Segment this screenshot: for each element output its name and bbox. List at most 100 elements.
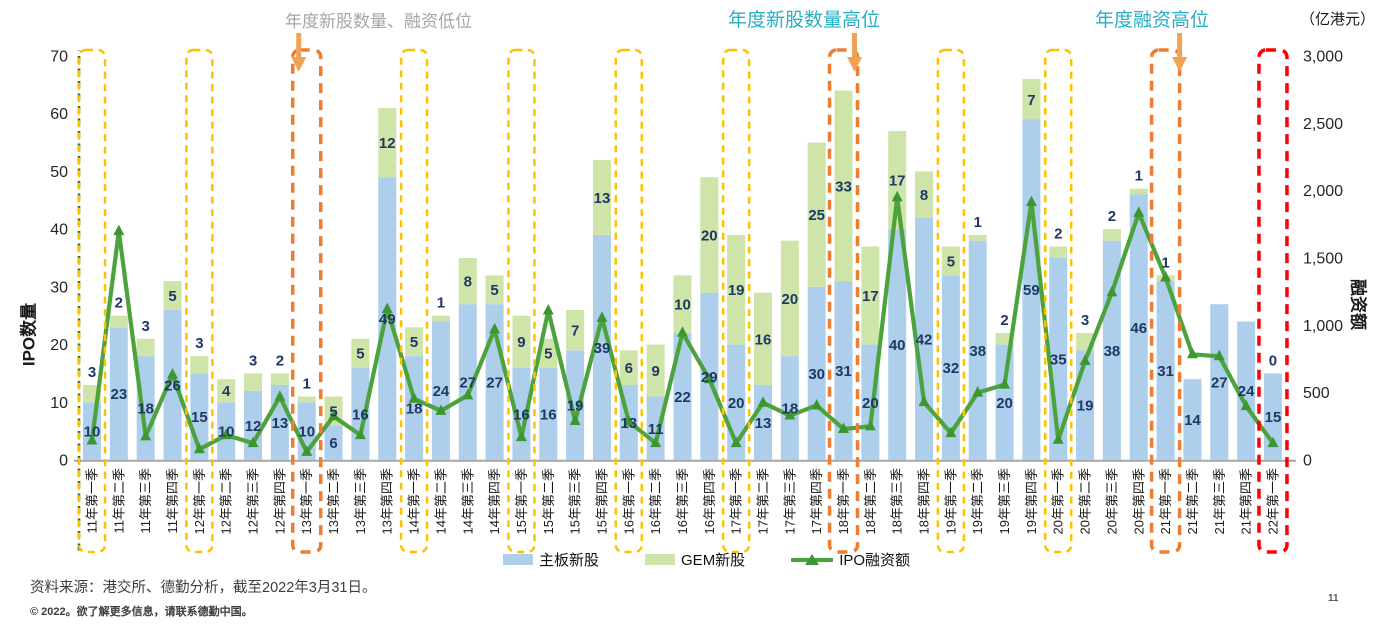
bar-value-label: 1 [1135, 168, 1143, 185]
bar-value-label: 1 [437, 295, 445, 312]
bar-value-label: 18 [406, 401, 423, 418]
bar-mainboard [941, 275, 960, 460]
bar-gem [351, 338, 370, 368]
funds-line-marker [247, 436, 259, 448]
x-axis-category-label: 11年第四季 [165, 468, 180, 534]
left-axis-tick: 10 [50, 395, 68, 412]
bar-gem [700, 177, 719, 293]
bar-mainboard [539, 367, 558, 460]
bar-value-label: 18 [137, 401, 154, 418]
bar-mainboard [1129, 194, 1148, 460]
bar-value-label: 2 [1108, 208, 1116, 225]
bar-value-label: 3 [249, 352, 257, 369]
highlight-box-yellow [1043, 48, 1073, 554]
funds-line-marker [354, 428, 366, 440]
bar-value-label: 20 [701, 227, 718, 244]
bar-value-label: 16 [540, 406, 557, 423]
bar-value-label: 15 [191, 409, 208, 426]
right-axis-title: 融资额 [1348, 279, 1368, 330]
x-axis-category-label: 16年第三季 [675, 468, 690, 534]
funds-line-marker [301, 445, 313, 456]
funds-line-marker [1160, 271, 1172, 282]
right-axis-tick: 1,000 [1303, 318, 1343, 335]
bar-gem [1102, 229, 1121, 241]
bar-value-label: 19 [1077, 398, 1094, 415]
x-axis-category-label: 19年第三季 [997, 468, 1012, 534]
gem-swatch [645, 554, 676, 565]
funds-line-marker [730, 436, 742, 448]
x-axis-category-label: 20年第一季 [1051, 468, 1066, 534]
bar-gem [995, 333, 1014, 345]
bar-gem [405, 327, 424, 357]
bar-value-label: 3 [1081, 312, 1089, 329]
left-axis-title: IPO数量 [19, 302, 39, 367]
bar-value-label: 10 [218, 424, 235, 441]
x-axis-category-label: 15年第四季 [594, 468, 609, 534]
funds-line-marker [1079, 354, 1091, 366]
bar-value-label: 10 [84, 424, 101, 441]
highlight-box-yellow [721, 48, 751, 554]
x-axis-category-label: 17年第四季 [809, 468, 824, 534]
bar-value-label: 16 [352, 406, 369, 423]
x-axis-category-label: 17年第二季 [756, 468, 771, 534]
annotation-arrow-head-icon [847, 57, 863, 72]
funds-line-marker [1213, 349, 1225, 361]
funds-line-marker [811, 398, 823, 410]
bar-value-label: 27 [459, 375, 476, 392]
bar-value-label: 30 [808, 366, 825, 383]
x-axis-category-label: 11年第二季 [111, 468, 126, 534]
bar-value-label: 20 [862, 395, 879, 412]
x-axis-category-label: 13年第三季 [353, 468, 368, 534]
bar-value-label: 10 [674, 297, 691, 314]
bar-gem [270, 373, 289, 385]
x-axis-category-label: 21年第四季 [1239, 468, 1254, 534]
annotation-low-year: 年度新股数量、融资低位 [285, 12, 472, 31]
bar-value-label: 12 [379, 135, 396, 152]
bar-value-label: 7 [1027, 92, 1035, 109]
bar-value-label: 35 [1050, 352, 1067, 369]
bar-value-label: 6 [329, 435, 337, 452]
legend-item-funds-line: IPO融资额 [791, 549, 910, 570]
funds-line-marker [623, 415, 635, 426]
funds-line-marker [596, 311, 608, 322]
bar-mainboard [512, 367, 531, 460]
x-axis-category-label: 19年第二季 [970, 468, 985, 534]
x-axis-category-label: 21年第一季 [1158, 468, 1173, 534]
bar-value-label: 20 [996, 395, 1013, 412]
right-axis-unit-label: （亿港元） [1300, 11, 1376, 28]
bar-value-label: 9 [651, 363, 659, 380]
bar-value-label: 1 [303, 376, 311, 393]
funds-line-marker [891, 190, 903, 202]
bar-value-label: 5 [329, 403, 337, 420]
funds-line-marker [650, 436, 662, 448]
bar-value-label: 38 [1104, 343, 1121, 360]
copyright-note: © 2022。欲了解更多信息，请联系德勤中国。 [30, 606, 253, 618]
bar-gem [244, 373, 263, 391]
funds-line-marker [999, 378, 1011, 389]
annotation-arrow-stem [852, 33, 858, 59]
mainboard-swatch [503, 554, 533, 565]
x-axis-category-label: 11年第三季 [138, 468, 153, 534]
bar-value-label: 31 [835, 363, 852, 380]
bar-gem [1129, 188, 1148, 195]
x-axis-category-label: 15年第二季 [541, 468, 556, 534]
bar-value-label: 20 [781, 291, 798, 308]
bar-value-label: 17 [889, 173, 906, 190]
bar-value-label: 9 [517, 334, 525, 351]
bar-value-label: 3 [142, 318, 150, 335]
x-axis-category-label: 15年第一季 [514, 468, 529, 534]
left-axis-tick: 70 [50, 49, 68, 66]
funds-line-marker [462, 388, 474, 400]
legend-item-mainboard: 主板新股 [503, 549, 599, 570]
bar-mainboard [780, 356, 799, 460]
funds-line-marker [1052, 433, 1064, 444]
bar-value-label: 16 [513, 406, 530, 423]
x-axis-category-label: 12年第一季 [192, 468, 207, 534]
bar-value-label: 40 [889, 337, 906, 354]
bar-mainboard [1183, 379, 1202, 460]
left-axis-tick: 0 [59, 453, 68, 470]
right-axis-tick: 0 [1303, 453, 1312, 470]
x-axis-category-label: 21年第三季 [1212, 468, 1227, 534]
funds-line-marker [86, 433, 98, 445]
